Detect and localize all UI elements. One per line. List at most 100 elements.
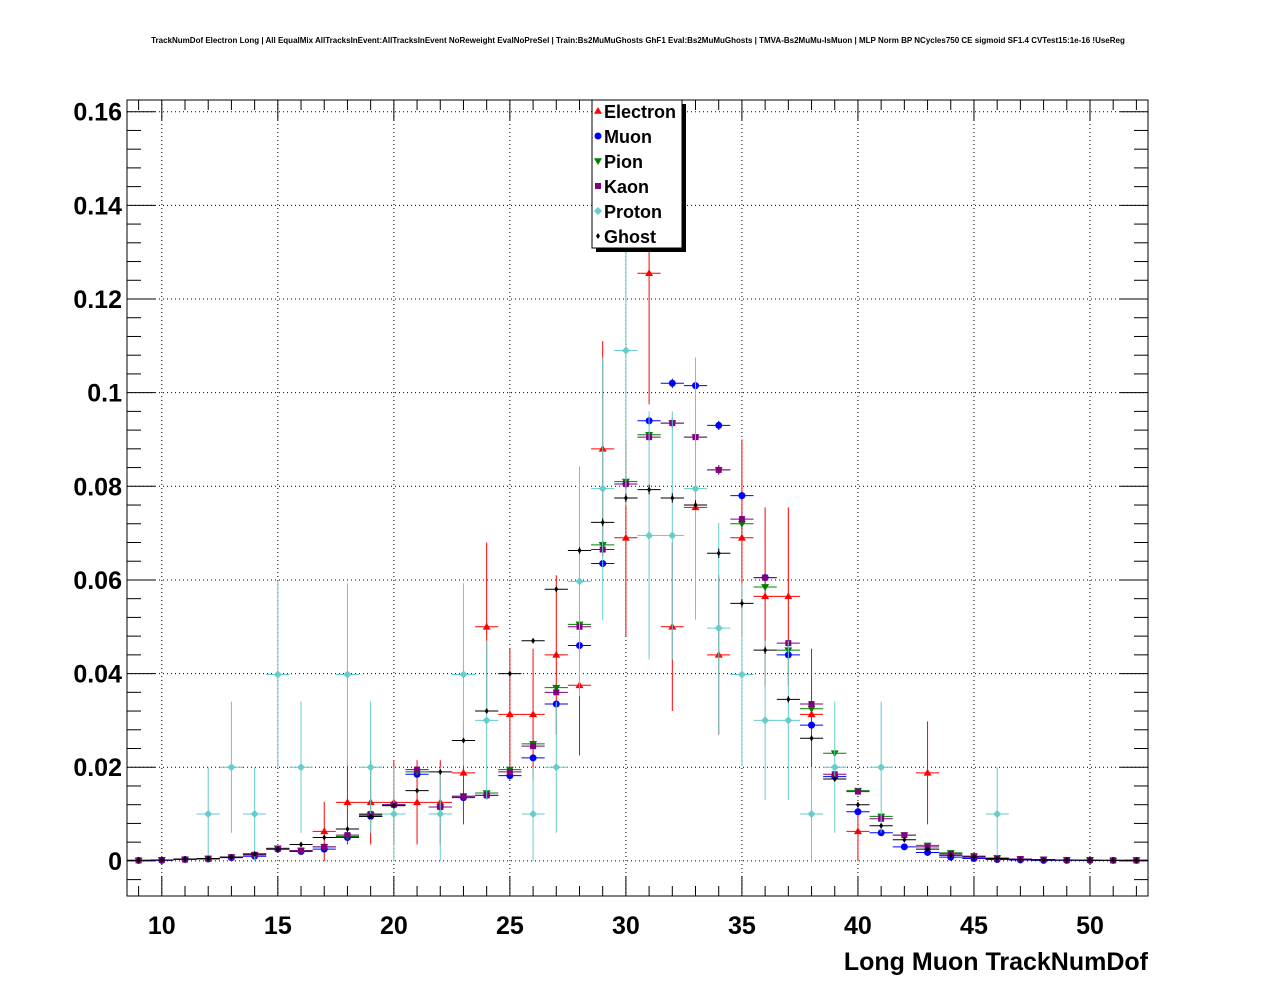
data-point (738, 516, 745, 523)
legend-box (591, 99, 683, 249)
data-point (368, 813, 373, 820)
data-point (531, 637, 536, 644)
data-point (668, 379, 676, 387)
data-point (784, 592, 793, 600)
data-point (1134, 857, 1139, 864)
data-point (391, 802, 396, 809)
legend-marker (594, 132, 602, 140)
data-point (321, 843, 328, 850)
series-ghost (127, 484, 1148, 864)
data-point (761, 584, 770, 591)
x-tick-label: 40 (844, 912, 872, 940)
data-point (854, 808, 862, 816)
data-point (204, 810, 213, 819)
series-proton (196, 195, 1009, 861)
data-point (344, 832, 351, 839)
data-point (506, 768, 513, 775)
x-axis-title: Long Muon TrackNumDof (844, 948, 1149, 976)
data-point (322, 834, 327, 841)
data-point (807, 710, 816, 718)
data-point (1111, 857, 1116, 864)
data-point (415, 787, 420, 794)
data-point (529, 754, 537, 762)
data-point (645, 269, 654, 277)
data-point (808, 721, 816, 729)
data-point (366, 763, 375, 772)
data-point (693, 502, 698, 509)
data-point (529, 810, 538, 819)
legend-marker (595, 183, 601, 189)
data-point (668, 531, 677, 540)
data-point (993, 810, 1002, 819)
x-tick-label: 15 (264, 912, 292, 940)
y-tick-label: 0 (108, 848, 122, 876)
data-point (924, 848, 932, 856)
data-point (737, 670, 746, 679)
data-point (552, 650, 561, 658)
data-point (273, 670, 282, 679)
data-point (343, 798, 352, 806)
data-point (691, 484, 700, 493)
data-point (229, 854, 234, 861)
data-point (854, 788, 861, 795)
data-point (577, 547, 582, 554)
data-point (299, 841, 304, 848)
data-point (809, 735, 814, 742)
data-point (1064, 856, 1069, 863)
data-point (183, 856, 188, 863)
legend-marker (596, 233, 600, 239)
data-point (715, 421, 723, 429)
data-point (737, 533, 746, 541)
data-point (714, 624, 723, 633)
legend-marker (594, 107, 602, 114)
data-point (739, 600, 744, 607)
data-point (460, 793, 467, 800)
data-point (784, 716, 793, 725)
data-point (206, 855, 211, 862)
data-point (1018, 856, 1023, 863)
x-tick-label: 10 (148, 912, 176, 940)
data-point (345, 826, 350, 833)
data-point (762, 574, 769, 581)
data-point (647, 486, 652, 493)
data-point (297, 763, 306, 772)
y-tick-label: 0.1 (87, 380, 122, 408)
y-tick-label: 0.08 (73, 473, 122, 501)
x-tick-label: 35 (728, 912, 756, 940)
data-point (877, 763, 886, 772)
x-tick-label: 45 (960, 912, 988, 940)
legend-label: Pion (604, 152, 643, 172)
data-point (250, 810, 259, 819)
data-point (436, 810, 445, 819)
data-point (900, 843, 908, 851)
data-point (738, 492, 746, 500)
y-tick-label: 0.16 (73, 99, 122, 127)
data-point (505, 710, 514, 718)
data-point (763, 647, 768, 654)
data-point (482, 716, 491, 725)
legend-label: Electron (604, 102, 676, 122)
data-point (298, 847, 305, 854)
data-point (600, 519, 605, 526)
data-point (761, 592, 770, 600)
legend-label: Kaon (604, 177, 649, 197)
data-point (716, 550, 721, 557)
data-point (320, 827, 329, 835)
legend-label: Proton (604, 202, 662, 222)
data-point (715, 466, 722, 473)
legend: Electron Muon Pion Kaon Proton Ghost (591, 99, 686, 252)
data-point (252, 850, 257, 857)
data-point (598, 484, 607, 493)
data-point (855, 801, 860, 808)
y-tick-label: 0.02 (73, 754, 122, 782)
legend-label: Muon (604, 127, 652, 147)
data-point (670, 495, 675, 501)
data-point (459, 768, 468, 776)
data-point (507, 670, 512, 677)
data-point (761, 716, 770, 725)
data-point (484, 708, 489, 715)
data-point (159, 856, 164, 863)
data-point (879, 822, 884, 829)
y-tick-label: 0.04 (73, 661, 122, 689)
